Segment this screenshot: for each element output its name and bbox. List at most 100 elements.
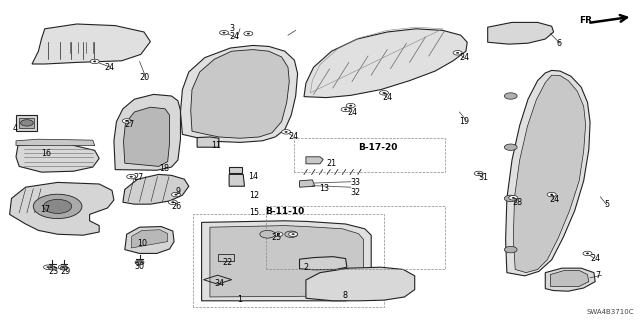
Polygon shape — [197, 137, 219, 147]
Circle shape — [20, 120, 33, 126]
Polygon shape — [229, 167, 242, 173]
Polygon shape — [300, 180, 315, 187]
Circle shape — [33, 194, 82, 219]
Polygon shape — [191, 50, 289, 138]
Circle shape — [44, 199, 72, 213]
Text: 32: 32 — [351, 188, 361, 197]
Circle shape — [244, 31, 253, 36]
Circle shape — [282, 130, 291, 134]
Text: 34: 34 — [214, 279, 225, 288]
Text: 33: 33 — [351, 178, 361, 187]
Circle shape — [456, 52, 459, 53]
Circle shape — [93, 61, 96, 62]
Circle shape — [380, 91, 388, 95]
Text: 9: 9 — [176, 188, 181, 196]
Circle shape — [453, 51, 462, 55]
Text: 5: 5 — [605, 200, 610, 209]
Polygon shape — [16, 115, 37, 131]
Circle shape — [168, 200, 177, 204]
Text: 13: 13 — [319, 184, 329, 193]
Circle shape — [61, 267, 64, 268]
Polygon shape — [218, 254, 234, 261]
Text: 27: 27 — [133, 173, 143, 182]
Circle shape — [583, 251, 592, 256]
Text: 24: 24 — [104, 63, 115, 72]
Text: 3: 3 — [229, 24, 234, 33]
Polygon shape — [306, 267, 415, 301]
Circle shape — [136, 261, 143, 265]
Text: 23: 23 — [48, 267, 58, 276]
Polygon shape — [19, 118, 34, 128]
Polygon shape — [125, 227, 174, 253]
Circle shape — [586, 253, 589, 254]
Polygon shape — [180, 45, 298, 142]
Text: 12: 12 — [250, 191, 260, 200]
Text: SWA4B3710C: SWA4B3710C — [586, 309, 634, 315]
Text: 28: 28 — [512, 198, 522, 207]
Circle shape — [292, 234, 294, 235]
Circle shape — [125, 120, 128, 122]
Text: 18: 18 — [159, 164, 169, 172]
Circle shape — [274, 232, 283, 236]
Text: 30: 30 — [134, 262, 145, 271]
Text: 6: 6 — [557, 39, 562, 48]
Polygon shape — [131, 230, 168, 248]
Polygon shape — [114, 94, 180, 170]
Circle shape — [277, 234, 280, 235]
Circle shape — [127, 174, 136, 179]
Polygon shape — [123, 174, 189, 204]
Polygon shape — [545, 268, 595, 291]
Circle shape — [130, 176, 132, 177]
Circle shape — [172, 202, 174, 203]
Text: 24: 24 — [288, 132, 298, 140]
Circle shape — [349, 105, 352, 106]
Circle shape — [49, 266, 56, 270]
Circle shape — [285, 131, 287, 132]
Circle shape — [383, 92, 385, 93]
Text: 11: 11 — [211, 141, 221, 150]
Text: 4: 4 — [13, 124, 18, 132]
Text: FR.: FR. — [579, 16, 596, 25]
Text: 10: 10 — [138, 239, 148, 248]
Text: 15: 15 — [250, 208, 260, 217]
Circle shape — [58, 265, 67, 269]
Text: 24: 24 — [229, 32, 239, 41]
Polygon shape — [124, 107, 170, 166]
Circle shape — [504, 144, 517, 150]
Circle shape — [172, 192, 180, 197]
Circle shape — [504, 195, 517, 202]
Text: 24: 24 — [460, 53, 470, 62]
Circle shape — [346, 103, 355, 108]
Circle shape — [474, 171, 483, 176]
Circle shape — [122, 119, 131, 123]
Circle shape — [247, 33, 250, 34]
Circle shape — [285, 231, 298, 237]
Circle shape — [512, 197, 515, 198]
Text: 2: 2 — [303, 263, 308, 272]
Circle shape — [504, 246, 517, 253]
Polygon shape — [10, 182, 114, 235]
Text: B-11-10: B-11-10 — [266, 207, 305, 216]
Polygon shape — [16, 139, 95, 146]
Polygon shape — [210, 226, 364, 297]
Circle shape — [289, 232, 298, 236]
Polygon shape — [550, 270, 589, 286]
Text: 14: 14 — [248, 172, 259, 180]
Text: 19: 19 — [460, 117, 470, 126]
Circle shape — [135, 260, 144, 265]
Circle shape — [138, 262, 141, 263]
Text: 8: 8 — [342, 292, 348, 300]
Circle shape — [504, 93, 517, 99]
Text: 1: 1 — [237, 295, 242, 304]
Text: 24: 24 — [591, 254, 601, 263]
Polygon shape — [16, 144, 99, 172]
Circle shape — [90, 59, 99, 64]
Text: 21: 21 — [326, 159, 337, 168]
Text: 20: 20 — [140, 73, 150, 82]
Text: 29: 29 — [61, 268, 71, 276]
Polygon shape — [229, 174, 244, 186]
Text: 16: 16 — [42, 149, 52, 158]
Text: 24: 24 — [348, 108, 358, 116]
Circle shape — [550, 194, 553, 195]
Circle shape — [477, 173, 480, 174]
